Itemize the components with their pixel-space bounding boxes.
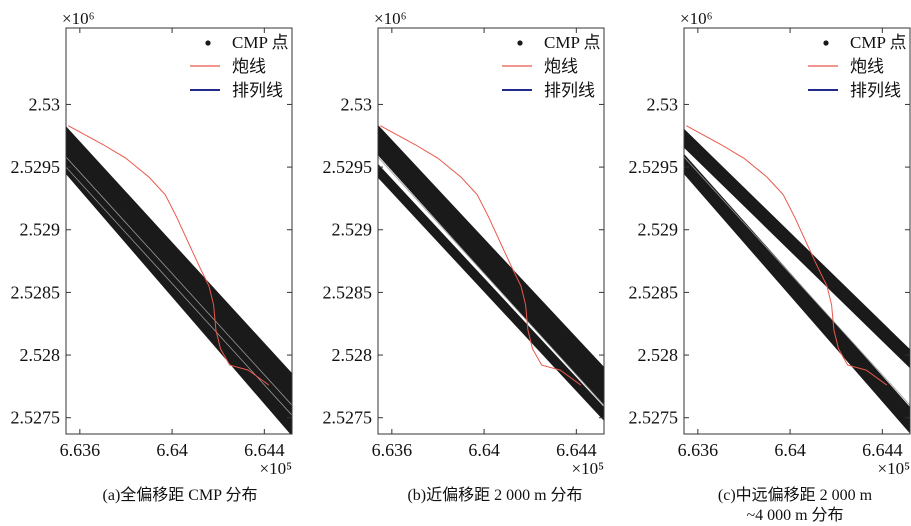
caption-b: (b)近偏移距 2 000 m 分布	[407, 487, 583, 504]
y-multiplier: ×10⁶	[374, 9, 407, 28]
y-tick-label: 2.5285	[629, 282, 679, 302]
y-tick-label: 2.528	[20, 345, 61, 365]
y-tick-label: 2.53	[29, 94, 61, 114]
legend-shot-label: 炮线	[850, 57, 884, 76]
legend-cmp-label: CMP 点	[850, 33, 907, 52]
y-tick-label: 2.5275	[629, 408, 679, 428]
chart-panel-c: 2.53 2.5295 2.529 2.5285 2.528 2.5275 6.636 6.6…	[629, 9, 911, 478]
y-tick-label: 2.529	[20, 220, 61, 240]
caption-c-line1: (c)中远偏移距 2 000 m	[717, 487, 873, 504]
axes-frame	[377, 27, 605, 435]
cmp-band-2	[378, 163, 604, 421]
y-tick-label: 2.5275	[323, 408, 373, 428]
y-tick-label: 2.528	[332, 345, 373, 365]
y-tick-label: 2.5295	[629, 157, 679, 177]
x-tick-label: 6.636	[60, 440, 101, 460]
x-tick-label: 6.644	[244, 440, 285, 460]
x-tick-label: 6.636	[372, 440, 413, 460]
plot-area	[66, 125, 292, 434]
x-multiplier: ×10⁵	[877, 459, 910, 478]
legend-receiver-label: 排列线	[850, 81, 901, 100]
shot-line	[686, 125, 888, 386]
legend-cmp-marker	[517, 40, 523, 46]
chart-panel-a: 2.53 2.5295 2.529 2.5285 2.528 2.5275 6.636 6.6…	[11, 9, 293, 478]
shot-line	[68, 125, 270, 386]
y-tick-label: 2.5275	[11, 408, 61, 428]
legend-cmp-label: CMP 点	[232, 33, 289, 52]
legend-shot-label: 炮线	[232, 57, 266, 76]
legend-cmp-label: CMP 点	[544, 33, 601, 52]
receiver-line-1	[378, 156, 604, 406]
x-tick-label: 6.644	[862, 440, 903, 460]
y-tick-label: 2.529	[638, 220, 679, 240]
caption-a: (a)全偏移距 CMP 分布	[102, 487, 258, 504]
legend-cmp-marker	[823, 40, 829, 46]
y-tick-label: 2.5285	[11, 282, 61, 302]
y-tick-label: 2.53	[647, 94, 679, 114]
x-tick-label: 6.64	[468, 440, 500, 460]
y-tick-label: 2.5285	[323, 282, 373, 302]
receiver-line-2	[66, 166, 292, 416]
plot-area	[378, 124, 604, 421]
x-multiplier: ×10⁵	[571, 459, 604, 478]
y-multiplier: ×10⁶	[62, 9, 95, 28]
plot-area	[684, 125, 910, 434]
x-multiplier: ×10⁵	[259, 459, 292, 478]
x-tick-label: 6.64	[156, 440, 188, 460]
y-tick-label: 2.529	[332, 220, 373, 240]
y-tick-label: 2.528	[638, 345, 679, 365]
legend-cmp-marker	[205, 40, 211, 46]
legend-receiver-label: 排列线	[544, 81, 595, 100]
chart-panel-b: 2.53 2.5295 2.529 2.5285 2.528 2.5275 6.636 6.6…	[323, 9, 605, 478]
x-tick-label: 6.636	[678, 440, 719, 460]
cmp-band-1	[66, 126, 292, 434]
axes-frame	[683, 27, 911, 435]
caption-c-line2: ~4 000 m 分布	[746, 507, 844, 524]
cmp-band-2	[684, 153, 910, 434]
x-tick-label: 6.644	[556, 440, 597, 460]
y-tick-label: 2.53	[341, 94, 373, 114]
legend-shot-label: 炮线	[544, 57, 578, 76]
cmp-band-1	[378, 124, 604, 406]
receiver-line-1	[684, 156, 910, 406]
y-tick-label: 2.5295	[323, 157, 373, 177]
shot-line	[380, 125, 582, 386]
receiver-line-1	[66, 156, 292, 406]
cmp-band-1	[684, 128, 910, 369]
y-multiplier: ×10⁶	[680, 9, 713, 28]
legend-receiver-label: 排列线	[232, 81, 283, 100]
axes-frame	[65, 27, 293, 435]
x-tick-label: 6.64	[774, 440, 806, 460]
y-tick-label: 2.5295	[11, 157, 61, 177]
